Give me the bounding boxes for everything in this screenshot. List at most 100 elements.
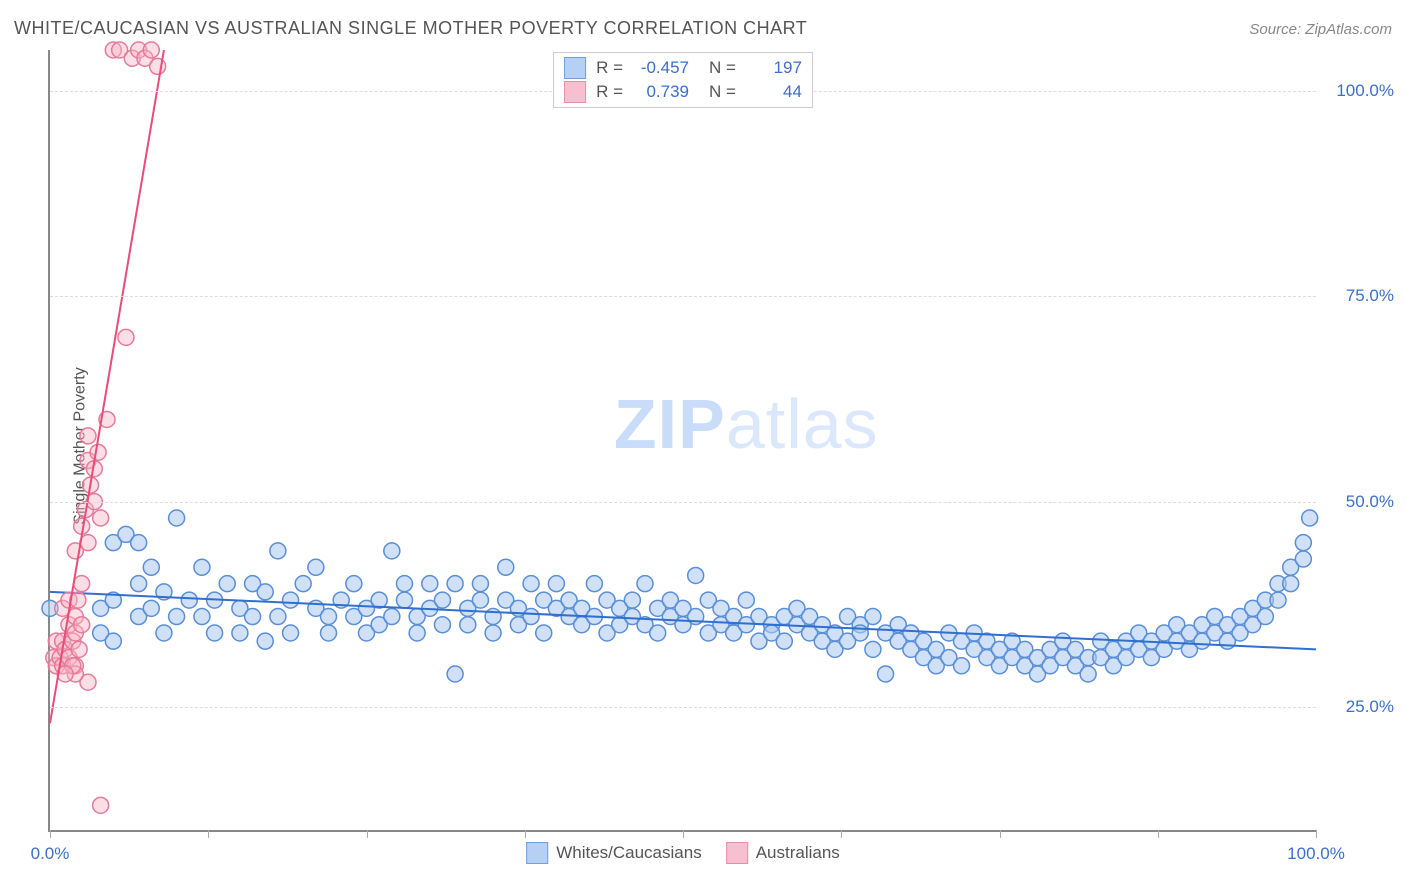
data-point bbox=[1302, 510, 1318, 526]
data-point bbox=[688, 567, 704, 583]
x-tick bbox=[1000, 830, 1001, 838]
data-point bbox=[74, 576, 90, 592]
y-tick-label: 75.0% bbox=[1346, 286, 1394, 306]
data-point bbox=[776, 633, 792, 649]
data-point bbox=[738, 592, 754, 608]
data-point bbox=[169, 609, 185, 625]
data-point bbox=[232, 625, 248, 641]
x-tick bbox=[525, 830, 526, 838]
data-point bbox=[878, 666, 894, 682]
source-attribution: Source: ZipAtlas.com bbox=[1249, 21, 1392, 38]
data-point bbox=[1257, 609, 1273, 625]
data-point bbox=[169, 510, 185, 526]
data-point bbox=[523, 609, 539, 625]
data-point bbox=[270, 543, 286, 559]
data-point bbox=[131, 576, 147, 592]
data-point bbox=[194, 609, 210, 625]
data-point bbox=[460, 617, 476, 633]
data-point bbox=[245, 609, 261, 625]
gridline bbox=[50, 502, 1316, 503]
data-point bbox=[257, 584, 273, 600]
data-point bbox=[1295, 535, 1311, 551]
data-point bbox=[396, 592, 412, 608]
data-point bbox=[143, 600, 159, 616]
data-point bbox=[384, 609, 400, 625]
data-point bbox=[1283, 576, 1299, 592]
data-point bbox=[257, 633, 273, 649]
data-point bbox=[498, 559, 514, 575]
plot-area: ZIPatlas R =-0.457N =197R =0.739N =44 25… bbox=[48, 50, 1316, 832]
data-point bbox=[346, 576, 362, 592]
data-point bbox=[624, 592, 640, 608]
data-point bbox=[270, 609, 286, 625]
data-point bbox=[181, 592, 197, 608]
stats-row: R =0.739N =44 bbox=[564, 81, 802, 103]
data-point bbox=[194, 559, 210, 575]
data-point bbox=[586, 576, 602, 592]
data-point bbox=[308, 559, 324, 575]
y-tick-label: 50.0% bbox=[1346, 492, 1394, 512]
x-tick bbox=[841, 830, 842, 838]
scatter-svg bbox=[50, 50, 1316, 830]
x-tick bbox=[367, 830, 368, 838]
chart-title: WHITE/CAUCASIAN VS AUSTRALIAN SINGLE MOT… bbox=[14, 18, 807, 39]
gridline bbox=[50, 707, 1316, 708]
data-point bbox=[548, 576, 564, 592]
x-tick-label: 0.0% bbox=[31, 844, 70, 864]
data-point bbox=[637, 576, 653, 592]
trend-line bbox=[50, 50, 164, 723]
data-point bbox=[865, 641, 881, 657]
x-tick bbox=[683, 830, 684, 838]
data-point bbox=[434, 592, 450, 608]
data-point bbox=[954, 658, 970, 674]
data-point bbox=[90, 444, 106, 460]
data-point bbox=[384, 543, 400, 559]
data-point bbox=[472, 576, 488, 592]
data-point bbox=[283, 625, 299, 641]
stats-row: R =-0.457N =197 bbox=[564, 57, 802, 79]
data-point bbox=[105, 633, 121, 649]
x-tick bbox=[208, 830, 209, 838]
data-point bbox=[434, 617, 450, 633]
data-point bbox=[143, 42, 159, 58]
data-point bbox=[321, 609, 337, 625]
data-point bbox=[865, 609, 881, 625]
data-point bbox=[71, 641, 87, 657]
data-point bbox=[1080, 666, 1096, 682]
data-point bbox=[852, 625, 868, 641]
y-tick-label: 100.0% bbox=[1336, 81, 1394, 101]
legend-item: Whites/Caucasians bbox=[526, 842, 702, 864]
data-point bbox=[283, 592, 299, 608]
data-point bbox=[472, 592, 488, 608]
data-point bbox=[396, 576, 412, 592]
data-point bbox=[74, 617, 90, 633]
data-point bbox=[80, 428, 96, 444]
data-point bbox=[156, 625, 172, 641]
data-point bbox=[150, 58, 166, 74]
legend-item: Australians bbox=[726, 842, 840, 864]
data-point bbox=[321, 625, 337, 641]
data-point bbox=[536, 625, 552, 641]
x-tick bbox=[1316, 830, 1317, 838]
data-point bbox=[295, 576, 311, 592]
data-point bbox=[93, 797, 109, 813]
gridline bbox=[50, 296, 1316, 297]
data-point bbox=[485, 625, 501, 641]
data-point bbox=[93, 510, 109, 526]
y-tick-label: 25.0% bbox=[1346, 697, 1394, 717]
data-point bbox=[143, 559, 159, 575]
x-tick bbox=[1158, 830, 1159, 838]
data-point bbox=[219, 576, 235, 592]
data-point bbox=[1295, 551, 1311, 567]
x-tick bbox=[50, 830, 51, 838]
data-point bbox=[1270, 592, 1286, 608]
data-point bbox=[447, 576, 463, 592]
data-point bbox=[207, 625, 223, 641]
data-point bbox=[447, 666, 463, 682]
data-point bbox=[650, 625, 666, 641]
data-point bbox=[409, 625, 425, 641]
series-legend: Whites/Caucasians Australians bbox=[526, 842, 840, 864]
data-point bbox=[523, 576, 539, 592]
x-tick-label: 100.0% bbox=[1287, 844, 1345, 864]
data-point bbox=[131, 535, 147, 551]
